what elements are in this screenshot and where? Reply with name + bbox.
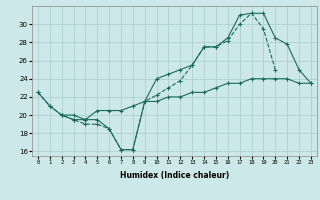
X-axis label: Humidex (Indice chaleur): Humidex (Indice chaleur)	[120, 171, 229, 180]
